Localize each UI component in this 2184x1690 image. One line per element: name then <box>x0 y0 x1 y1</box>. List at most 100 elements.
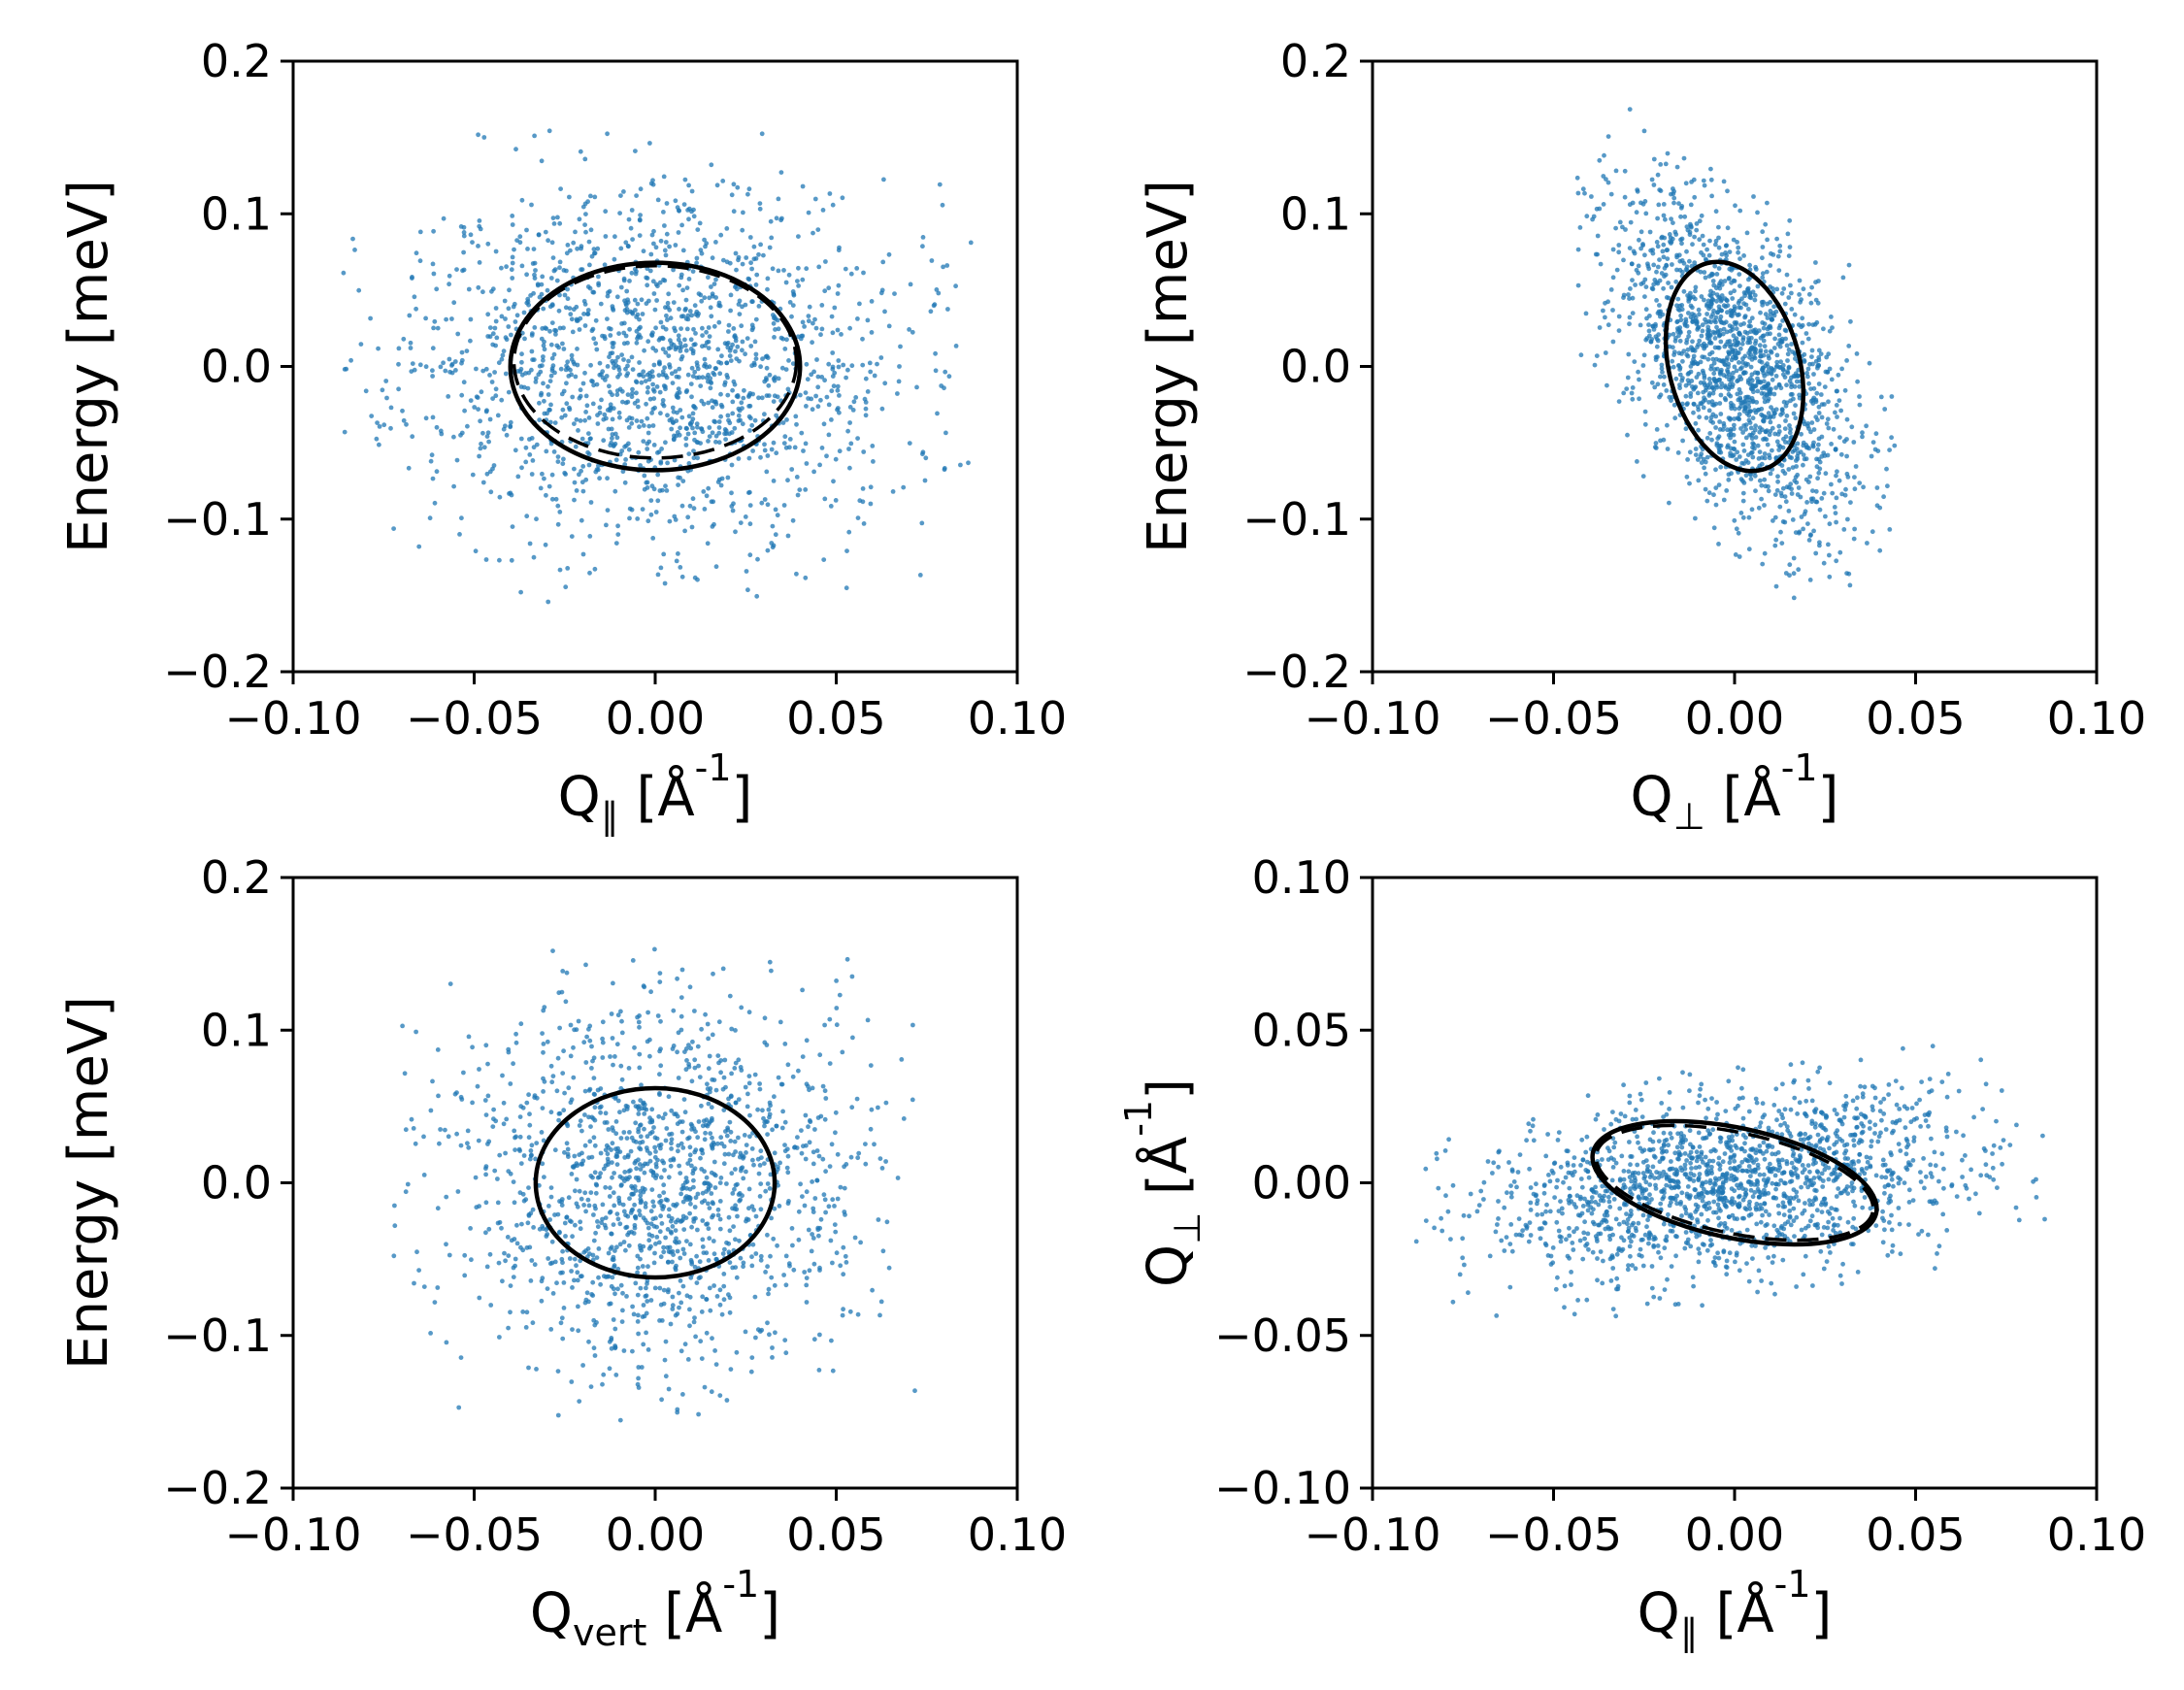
scatter-point <box>577 1399 582 1404</box>
scatter-point <box>517 1114 523 1119</box>
scatter-point <box>1743 398 1748 404</box>
scatter-point <box>850 408 856 413</box>
scatter-point <box>686 461 692 466</box>
scatter-point <box>479 441 483 447</box>
scatter-point <box>1646 328 1652 334</box>
scatter-point <box>1742 406 1748 412</box>
scatter-point <box>653 1161 659 1167</box>
scatter-point <box>564 401 570 407</box>
scatter-point <box>630 386 635 392</box>
scatter-point <box>799 1150 805 1156</box>
scatter-point <box>602 336 608 342</box>
scatter-point <box>1577 225 1583 230</box>
scatter-point <box>461 233 467 239</box>
scatter-point <box>883 1100 889 1106</box>
scatter-point <box>829 1338 834 1343</box>
scatter-point <box>468 232 474 238</box>
scatter-point <box>582 302 588 307</box>
scatter-point <box>503 1258 508 1264</box>
scatter-point <box>461 230 467 235</box>
scatter-point <box>539 1278 545 1284</box>
scatter-point <box>586 415 592 420</box>
scatter-point <box>592 566 598 572</box>
scatter-point <box>732 425 738 431</box>
scatter-point <box>1728 432 1734 437</box>
scatter-point <box>1770 377 1775 382</box>
scatter-point <box>688 381 694 386</box>
scatter-point <box>675 1049 679 1055</box>
scatter-point <box>692 1264 698 1270</box>
scatter-point <box>695 1044 701 1049</box>
scatter-point <box>854 266 860 271</box>
scatter-point <box>741 1176 746 1181</box>
scatter-point <box>804 266 810 272</box>
scatter-point <box>717 1180 723 1185</box>
scatter-point <box>1819 414 1825 420</box>
scatter-point <box>1683 426 1689 432</box>
scatter-point <box>1757 449 1763 454</box>
x-tick-label: 0.00 <box>606 1508 705 1561</box>
scatter-point <box>1713 502 1719 508</box>
scatter-point <box>1827 574 1833 580</box>
scatter-point <box>695 455 700 461</box>
scatter-point <box>561 1108 567 1113</box>
scatter-point <box>658 1213 663 1219</box>
scatter-point <box>530 1320 536 1326</box>
scatter-point <box>670 1294 676 1300</box>
scatter-point <box>576 1328 581 1334</box>
scatter-point <box>519 1221 524 1227</box>
scatter-point <box>1816 363 1821 369</box>
scatter-point <box>1640 242 1645 247</box>
scatter-point <box>1786 509 1792 514</box>
scatter-point <box>1730 381 1736 387</box>
scatter-point <box>865 389 871 394</box>
scatter-point <box>1710 390 1716 396</box>
scatter-point <box>912 1388 917 1394</box>
scatter-point <box>1743 361 1748 367</box>
scatter-point <box>682 1110 688 1115</box>
scatter-point <box>652 1144 657 1150</box>
scatter-point <box>1848 318 1853 324</box>
scatter-point <box>1626 351 1632 357</box>
scatter-point <box>1779 408 1785 413</box>
panel-3-ellipse-solid <box>533 1085 778 1280</box>
scatter-point <box>1834 473 1838 479</box>
scatter-point <box>573 374 579 380</box>
scatter-point <box>1635 459 1639 464</box>
scatter-point <box>1766 411 1771 416</box>
scatter-point <box>1689 345 1694 350</box>
scatter-point <box>804 1189 810 1195</box>
scatter-point <box>890 489 896 494</box>
scatter-point <box>671 1252 676 1257</box>
scatter-point <box>1787 379 1793 383</box>
scatter-point <box>356 287 362 293</box>
scatter-point <box>1753 423 1758 429</box>
scatter-point <box>830 366 836 372</box>
scatter-point <box>548 402 553 408</box>
scatter-point <box>1815 300 1821 306</box>
scatter-point <box>750 1157 755 1163</box>
scatter-point <box>487 373 492 378</box>
scatter-point <box>1719 381 1724 386</box>
scatter-point <box>679 967 685 973</box>
scatter-point <box>480 368 486 374</box>
scatter-point <box>1716 482 1722 487</box>
scatter-point <box>658 565 664 571</box>
scatter-point <box>588 227 594 233</box>
scatter-point <box>476 132 480 138</box>
scatter-point <box>1773 537 1779 543</box>
scatter-point <box>592 194 598 200</box>
scatter-point <box>441 360 446 366</box>
scatter-point <box>1797 278 1803 283</box>
y-tick-label: −0.1 <box>1242 493 1351 546</box>
scatter-point <box>499 397 505 403</box>
scatter-point <box>1772 543 1778 548</box>
scatter-point <box>587 534 593 539</box>
scatter-point <box>1755 443 1761 448</box>
scatter-point <box>666 1386 672 1392</box>
scatter-point <box>749 299 754 305</box>
scatter-point <box>750 325 756 331</box>
scatter-point <box>575 1277 580 1283</box>
scatter-point <box>753 316 759 322</box>
scatter-point <box>746 1074 752 1078</box>
